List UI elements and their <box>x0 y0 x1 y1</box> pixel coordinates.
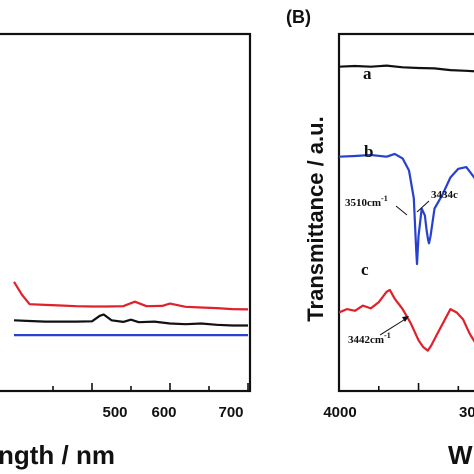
panel-b-tick-label-30: 30 <box>459 404 474 421</box>
annotation-3434-arrow <box>416 200 430 213</box>
panel-a-series-2-line <box>13 313 248 327</box>
panel-b-label: (B) <box>286 7 311 27</box>
panel-a-frame <box>0 32 252 393</box>
annotation-3442-arrowhead <box>402 316 409 322</box>
annotation-3434: 3434c <box>431 189 458 201</box>
annotation-3442-arrow <box>379 317 408 336</box>
panel-b-series-group <box>339 64 474 352</box>
panel-a: 500 600 700 ngth / nm <box>0 32 252 470</box>
annotation-3510: 3510cm-1 <box>345 194 388 209</box>
annotation-3442: 3442cm-1 <box>348 331 391 346</box>
panel-a-series-1-line <box>13 281 249 311</box>
panel-b: (B) Transmittance / a.u. a b c 3510cm-1 … <box>286 7 474 470</box>
panel-a-tick-label-500: 500 <box>102 404 127 421</box>
panel-b-x-axis-label: W <box>448 440 473 470</box>
panel-b-frame <box>337 32 474 393</box>
panel-b-series-c-line <box>339 288 474 352</box>
panel-b-series-b-line <box>339 152 474 266</box>
panel-b-ticks <box>377 383 460 391</box>
panel-b-y-axis-label: Transmittance / a.u. <box>303 116 328 321</box>
curve-letter-b: b <box>364 142 373 161</box>
annotation-3510-arrow <box>395 205 408 216</box>
curve-letter-a: a <box>363 64 372 83</box>
curve-letter-c: c <box>361 260 369 279</box>
panel-a-series-group <box>13 281 249 337</box>
panel-a-ticks <box>52 383 249 391</box>
panel-b-series-a-line <box>339 64 474 73</box>
panel-b-tick-label-4000: 4000 <box>323 404 356 421</box>
panel-a-tick-label-700: 700 <box>218 404 243 421</box>
panel-a-tick-label-600: 600 <box>151 404 176 421</box>
panel-a-x-axis-label: ngth / nm <box>0 440 115 470</box>
